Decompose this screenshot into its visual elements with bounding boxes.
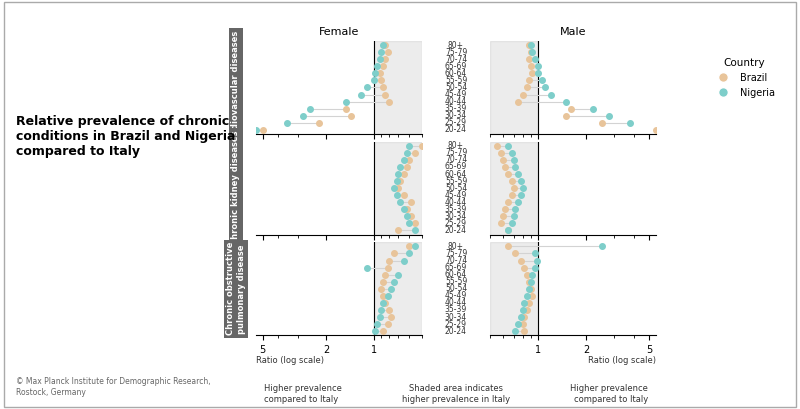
Legend: Brazil, Nigeria: Brazil, Nigeria: [709, 54, 779, 101]
Text: 30-34: 30-34: [445, 111, 467, 120]
Text: 45-49: 45-49: [445, 291, 467, 300]
Text: Higher prevalence
compared to Italy: Higher prevalence compared to Italy: [264, 384, 342, 404]
Text: Cardiovascular diseases: Cardiovascular diseases: [231, 30, 241, 145]
Text: 80+: 80+: [448, 242, 464, 251]
Text: © Max Planck Institute for Demographic Research,
Rostock, Germany: © Max Planck Institute for Demographic R…: [16, 378, 210, 397]
Text: 40-44: 40-44: [445, 198, 467, 207]
Text: 70-74: 70-74: [445, 55, 467, 64]
Text: 75-79: 75-79: [445, 249, 467, 258]
Bar: [374, 242, 422, 335]
Title: Female: Female: [318, 27, 359, 37]
Bar: [490, 242, 538, 335]
Text: 50-54: 50-54: [445, 284, 467, 293]
Text: 75-79: 75-79: [445, 148, 467, 157]
Text: 35-39: 35-39: [445, 104, 467, 113]
Text: 65-69: 65-69: [445, 62, 467, 71]
Text: 20-24: 20-24: [445, 327, 467, 336]
Text: 25-29: 25-29: [445, 319, 467, 328]
Text: Shaded area indicates
higher prevalence in Italy: Shaded area indicates higher prevalence …: [402, 384, 510, 404]
Text: 65-69: 65-69: [445, 263, 467, 272]
Bar: [490, 142, 538, 235]
Text: 25-29: 25-29: [445, 118, 467, 127]
Text: 60-64: 60-64: [445, 270, 467, 279]
Bar: [374, 41, 422, 134]
Text: Ratio (log scale): Ratio (log scale): [256, 356, 324, 365]
Bar: [490, 41, 538, 134]
Text: 20-24: 20-24: [445, 125, 467, 134]
Text: 30-34: 30-34: [445, 312, 467, 321]
Text: 20-24: 20-24: [445, 226, 467, 235]
Text: Relative prevalence of chronic
conditions in Brazil and Nigeria
compared to Ital: Relative prevalence of chronic condition…: [16, 115, 235, 157]
Text: 55-59: 55-59: [445, 277, 467, 286]
Text: 25-29: 25-29: [445, 219, 467, 228]
Text: 55-59: 55-59: [445, 76, 467, 85]
Text: Ratio (log scale): Ratio (log scale): [588, 356, 656, 365]
Bar: [374, 142, 422, 235]
Text: 55-59: 55-59: [445, 177, 467, 186]
Text: 50-54: 50-54: [445, 184, 467, 193]
Text: 40-44: 40-44: [445, 97, 467, 106]
Text: 80+: 80+: [448, 40, 464, 49]
Text: Higher prevalence
compared to Italy: Higher prevalence compared to Italy: [570, 384, 648, 404]
Text: 40-44: 40-44: [445, 299, 467, 308]
Text: 45-49: 45-49: [445, 90, 467, 99]
Text: 70-74: 70-74: [445, 256, 467, 265]
Text: 70-74: 70-74: [445, 155, 467, 164]
Title: Male: Male: [560, 27, 586, 37]
Text: 50-54: 50-54: [445, 83, 467, 92]
Text: 30-34: 30-34: [445, 212, 467, 221]
Text: 75-79: 75-79: [445, 48, 467, 57]
Text: Chronic obstructive
pulmonary disease: Chronic obstructive pulmonary disease: [226, 242, 246, 335]
Text: 35-39: 35-39: [445, 306, 467, 315]
Text: 45-49: 45-49: [445, 191, 467, 200]
Text: 65-69: 65-69: [445, 162, 467, 171]
Text: 80+: 80+: [448, 141, 464, 150]
Text: 60-64: 60-64: [445, 69, 467, 78]
Text: Chronic kidney diseases: Chronic kidney diseases: [231, 131, 241, 245]
Text: 60-64: 60-64: [445, 169, 467, 178]
Text: 35-39: 35-39: [445, 205, 467, 214]
